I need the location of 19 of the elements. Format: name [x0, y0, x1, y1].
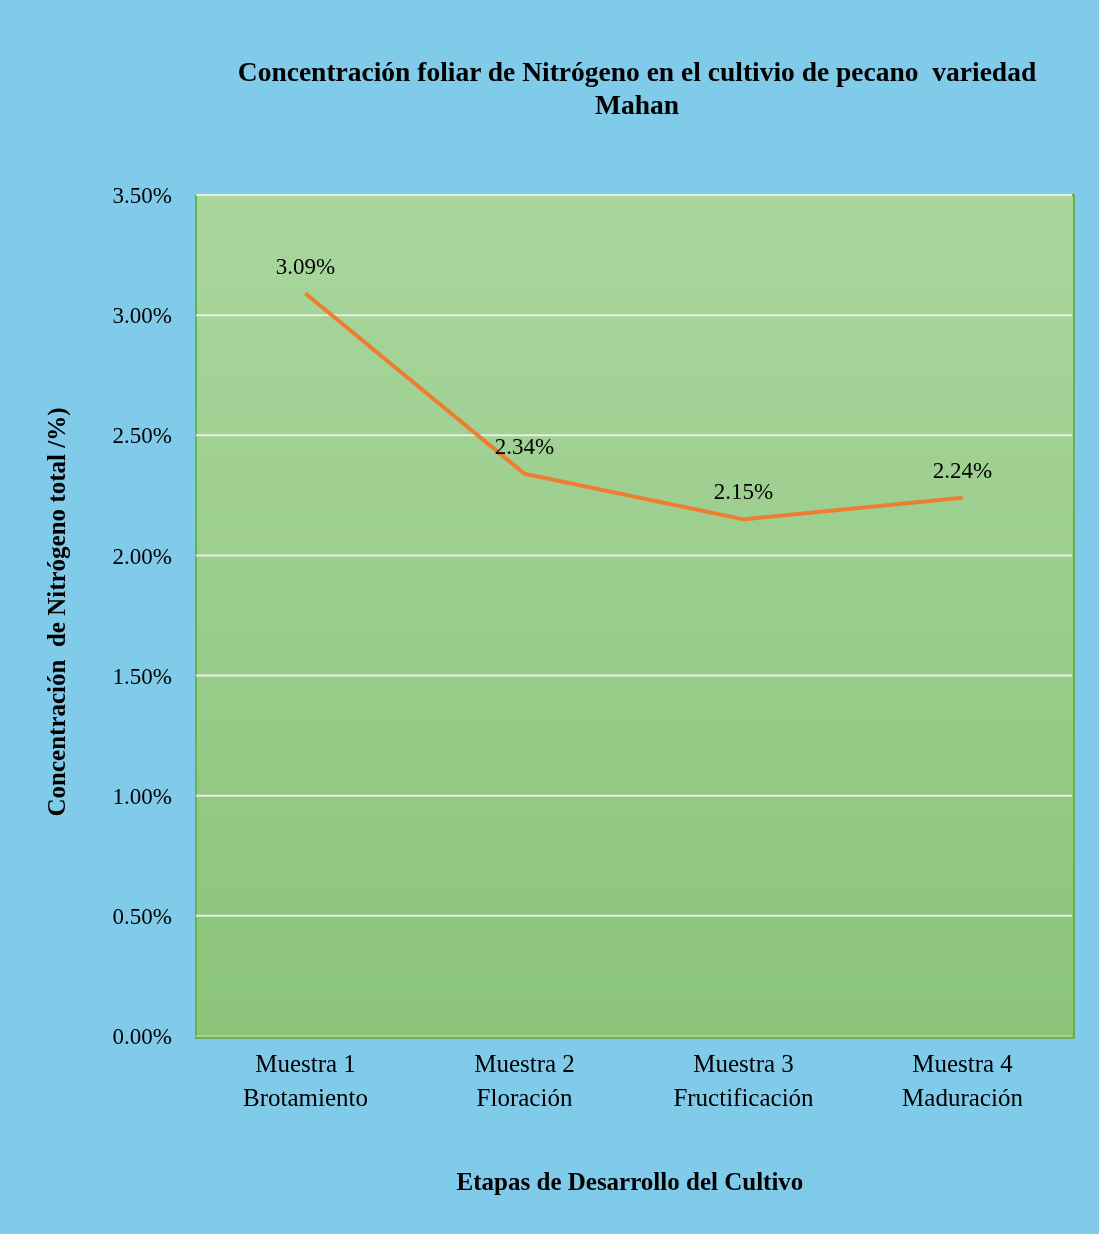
y-tick-label: 2.00%: [112, 543, 172, 569]
y-tick-label: 0.50%: [112, 904, 172, 930]
x-tick-label: Muestra 2 Floración: [474, 1050, 575, 1111]
y-tick-label: 1.50%: [112, 663, 172, 689]
x-tick-label: Muestra 4 Maduración: [902, 1050, 1024, 1111]
y-tick-label: 3.00%: [112, 303, 172, 329]
data-label: 2.24%: [932, 457, 993, 483]
y-tick-label: 3.50%: [112, 183, 172, 209]
data-label: 2.34%: [494, 433, 555, 459]
x-tick-label: Muestra 1 Brotamiento: [243, 1050, 368, 1111]
x-axis-title: Etapas de Desarrollo del Cultivo: [455, 1168, 805, 1196]
y-tick-label: 0.00%: [112, 1024, 172, 1050]
data-label: 2.15%: [713, 479, 774, 505]
y-axis-title: Concentración de Nitrógeno total /%): [43, 407, 71, 817]
data-label: 3.09%: [275, 253, 336, 279]
chart-title: Concentración foliar de Nitrógeno en el cultivio de pecano variedad Mahan: [236, 55, 1038, 121]
x-tick-label: Muestra 3 Fructificación: [673, 1050, 815, 1111]
y-tick-label: 2.50%: [112, 423, 172, 449]
y-tick-label: 1.00%: [112, 783, 172, 809]
